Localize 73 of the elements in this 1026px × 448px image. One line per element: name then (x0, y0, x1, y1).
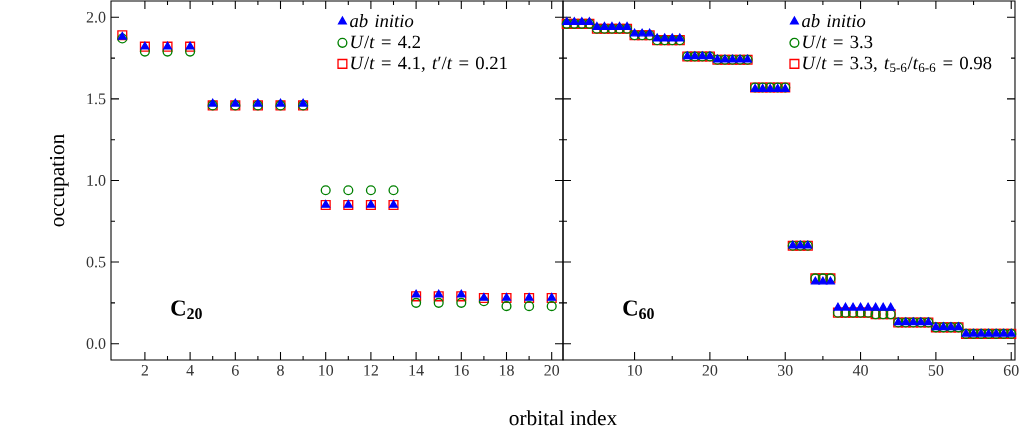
y-tick-label: 1.0 (87, 175, 106, 186)
point (343, 185, 354, 196)
point (411, 297, 422, 308)
x-tick-label: 10 (319, 364, 334, 376)
point (886, 302, 896, 311)
point (298, 98, 308, 107)
x-tick-label: 12 (364, 364, 379, 376)
point (253, 98, 263, 107)
x-tick-label: 30 (778, 364, 793, 376)
x-tick-label: 20 (544, 364, 560, 376)
legend-label: U/t = 4.1, t′/t = 0.21 (351, 56, 507, 72)
point (667, 33, 677, 42)
legend-label: U/t = 3.3 (803, 35, 873, 49)
point (411, 291, 422, 302)
point (652, 33, 662, 42)
y-tick-label: 0.0 (86, 338, 106, 350)
point (630, 28, 640, 37)
x-tick-label: 4 (186, 364, 194, 376)
point (456, 289, 466, 298)
point (863, 302, 873, 311)
point (230, 98, 240, 107)
x-tick-label: 20 (702, 364, 718, 376)
point (478, 296, 489, 307)
point (841, 302, 850, 311)
point (622, 22, 632, 30)
x-tick-label: 10 (627, 364, 642, 376)
point (675, 33, 685, 42)
point (615, 22, 624, 30)
point (645, 28, 655, 37)
y-axis-title: occupation (49, 133, 69, 227)
point (388, 185, 399, 196)
point (848, 302, 858, 311)
point (871, 302, 881, 311)
point (320, 185, 331, 196)
annotation: C$_{60}$ (623, 300, 654, 320)
x-tick-label: 50 (928, 364, 944, 376)
legend-label: ab initio (802, 14, 866, 28)
text: U/t = 3.3, t$_{5-6}$/t$_{6-6}$ = 0.98 (803, 56, 992, 73)
point (524, 301, 535, 312)
point (878, 302, 888, 311)
x-tick-label: 60 (1003, 364, 1019, 376)
point (592, 22, 602, 30)
x-tick-label: 8 (277, 364, 284, 376)
point (637, 28, 647, 37)
x-tick-label: 16 (454, 364, 469, 376)
point (833, 302, 843, 311)
x-tick-label: 40 (852, 364, 868, 376)
point (276, 98, 285, 107)
point (456, 291, 467, 302)
point (856, 302, 866, 311)
point (411, 289, 421, 298)
y-tick-label: 0.5 (86, 256, 106, 268)
x-tick-label: 14 (409, 364, 424, 376)
point (434, 289, 444, 298)
point (546, 301, 557, 312)
legend-label: ab initio (350, 14, 414, 28)
legend-label: U/t = 4.2 (351, 35, 420, 49)
point (208, 98, 218, 107)
y-tick-label: 2.0 (86, 11, 106, 23)
x-tick-label: 18 (499, 364, 514, 376)
point (433, 297, 444, 308)
point (660, 33, 670, 42)
point (433, 291, 444, 302)
y-tick-label: 1.5 (87, 93, 106, 105)
point (607, 22, 617, 30)
x-tick-label: 6 (231, 364, 239, 376)
annotation: C$_{20}$ (171, 300, 202, 320)
point (365, 185, 376, 196)
x-tick-label: 2 (141, 364, 149, 376)
x-axis-title: orbital index (509, 410, 617, 426)
point (599, 22, 609, 30)
point (501, 301, 512, 312)
point (456, 297, 467, 308)
